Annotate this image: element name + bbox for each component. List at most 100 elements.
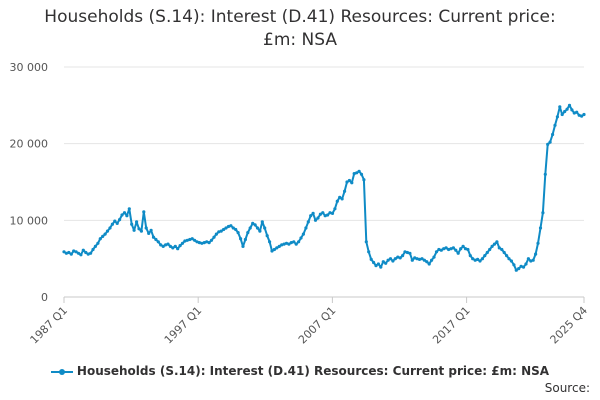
data-point[interactable] [139,229,143,233]
data-point[interactable] [239,237,243,241]
data-point[interactable] [369,257,373,261]
data-point[interactable] [132,228,136,232]
data-point[interactable] [125,214,129,218]
data-point[interactable] [226,224,231,229]
data-point[interactable] [439,248,443,252]
data-point[interactable] [359,172,364,176]
data-point[interactable] [350,181,354,185]
data-point[interactable] [372,260,376,265]
data-point[interactable] [301,232,305,236]
data-point[interactable] [575,110,579,114]
data-point[interactable] [521,265,526,269]
data-point[interactable] [137,227,141,231]
data-point[interactable] [546,142,550,146]
data-point[interactable] [524,262,528,266]
data-point[interactable] [207,241,211,245]
data-point[interactable] [304,226,308,230]
data-point[interactable] [246,231,250,235]
data-point[interactable] [357,169,361,173]
data-point[interactable] [326,213,330,217]
data-point[interactable] [495,240,499,244]
data-point[interactable] [338,195,342,199]
data-point[interactable] [251,221,255,225]
data-point[interactable] [343,189,347,193]
data-point[interactable] [563,109,567,114]
data-point[interactable] [313,218,318,222]
data-point[interactable] [219,229,223,233]
data-point[interactable] [229,224,233,228]
data-point[interactable] [485,250,489,255]
data-point[interactable] [478,259,482,263]
data-point[interactable] [471,257,475,261]
data-point[interactable] [420,257,424,261]
data-point[interactable] [164,243,168,247]
data-point[interactable] [108,226,112,230]
data-point[interactable] [118,218,122,222]
data-point[interactable] [483,254,487,258]
data-point[interactable] [272,247,276,252]
data-point[interactable] [176,247,180,251]
data-point[interactable] [231,226,235,230]
data-point[interactable] [333,207,337,211]
data-point[interactable] [306,220,310,224]
data-point[interactable] [461,244,465,248]
data-point[interactable] [367,250,371,254]
data-point[interactable] [113,219,117,223]
data-point[interactable] [551,132,555,137]
data-point[interactable] [190,237,194,241]
data-point[interactable] [81,248,85,252]
data-point[interactable] [425,260,429,264]
data-point[interactable] [289,241,293,245]
data-point[interactable] [103,232,107,236]
data-point[interactable] [534,252,538,256]
data-point[interactable] [214,232,218,236]
data-point[interactable] [183,239,187,243]
data-point[interactable] [292,240,296,244]
data-point[interactable] [98,237,102,241]
data-point[interactable] [265,234,269,238]
data-point[interactable] [480,257,484,261]
data-point[interactable] [454,248,458,252]
data-point[interactable] [430,258,434,262]
data-point[interactable] [328,211,332,215]
data-point[interactable] [122,211,127,215]
data-point[interactable] [490,244,494,248]
data-point[interactable] [449,247,453,251]
data-point[interactable] [413,256,417,260]
data-point[interactable] [401,254,405,258]
data-point[interactable] [135,220,139,224]
data-point[interactable] [241,244,245,248]
data-point[interactable] [442,247,446,251]
data-point[interactable] [173,244,177,248]
data-point[interactable] [180,241,185,245]
data-point[interactable] [127,207,131,211]
data-point[interactable] [202,241,206,245]
data-point[interactable] [376,262,380,266]
data-point[interactable] [505,254,509,258]
data-point[interactable] [299,236,303,240]
data-point[interactable] [67,250,71,255]
data-point[interactable] [159,243,163,247]
data-point[interactable] [398,256,402,260]
data-point[interactable] [531,258,535,262]
data-point[interactable] [548,140,552,144]
data-point[interactable] [96,241,100,245]
data-point[interactable] [168,244,172,248]
data-point[interactable] [224,226,228,230]
data-point[interactable] [205,240,209,244]
data-point[interactable] [236,231,240,235]
data-point[interactable] [255,226,260,230]
data-point[interactable] [391,259,395,263]
data-point[interactable] [502,250,506,255]
data-point[interactable] [321,211,325,215]
data-point[interactable] [362,178,366,182]
data-point[interactable] [147,231,151,235]
data-point[interactable] [456,251,460,255]
data-point[interactable] [567,103,572,107]
data-point[interactable] [410,258,414,262]
data-point[interactable] [142,210,146,214]
data-point[interactable] [512,263,516,267]
data-point[interactable] [93,244,97,248]
data-point[interactable] [91,247,95,252]
data-point[interactable] [144,226,148,230]
